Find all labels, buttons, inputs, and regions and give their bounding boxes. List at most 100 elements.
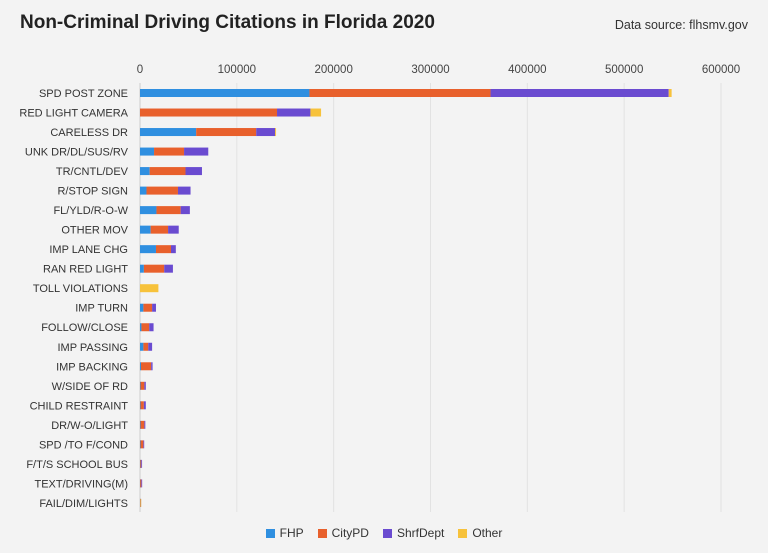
category-label: UNK DR/DL/SUS/RV <box>25 147 129 159</box>
bar-citypd <box>140 420 145 429</box>
category-label: W/SIDE OF RD <box>52 381 128 393</box>
bar-citypd <box>140 362 152 371</box>
category-label: RAN RED LIGHT <box>43 264 128 276</box>
bar-fhp <box>140 264 144 273</box>
bar-fhp <box>140 420 141 429</box>
bar-fhp <box>140 303 144 312</box>
bar-citypd <box>140 381 145 390</box>
x-tick-label: 500000 <box>605 64 643 76</box>
bar-fhp <box>140 128 197 137</box>
bar-shrfdept <box>141 479 143 488</box>
bar-fhp <box>140 186 147 195</box>
legend-label: CityPD <box>331 526 369 540</box>
x-tick-label: 200000 <box>314 64 352 76</box>
bar-fhp <box>140 362 141 371</box>
bar-citypd <box>140 459 142 468</box>
bar-other <box>668 89 672 97</box>
category-label: RED LIGHT CAMERA <box>19 108 128 120</box>
bar-fhp <box>140 89 310 97</box>
category-label: FOLLOW/CLOSE <box>41 322 128 334</box>
category-label: FL/YLD/R-O-W <box>53 205 128 217</box>
bar-citypd <box>156 206 181 215</box>
bar-citypd <box>143 264 165 273</box>
bar-shrfdept <box>151 362 153 371</box>
legend-swatch <box>458 528 468 538</box>
bar-citypd <box>143 342 149 351</box>
bar-shrfdept <box>490 89 669 97</box>
category-label: SPD POST ZONE <box>39 88 128 100</box>
bar-fhp <box>140 342 144 351</box>
chart-title: Non-Criminal Driving Citations in Florid… <box>20 12 435 33</box>
legend-item[interactable]: Other <box>458 526 502 540</box>
legend-item[interactable]: CityPD <box>317 526 369 540</box>
bar-citypd <box>140 479 142 488</box>
bar-shrfdept <box>170 245 176 254</box>
bar-citypd <box>140 401 144 410</box>
bar-shrfdept <box>144 381 146 390</box>
x-tick-label: 400000 <box>508 64 546 76</box>
bar-shrfdept <box>184 147 209 156</box>
category-label: OTHER MOV <box>61 225 128 237</box>
category-label: IMP BACKING <box>56 361 128 373</box>
bar-shrfdept <box>149 323 154 332</box>
data-source: Data source: flhsmv.gov <box>614 18 748 32</box>
bar-citypd <box>143 303 153 312</box>
bar-shrfdept <box>144 420 146 429</box>
legend-label: FHP <box>279 526 304 540</box>
legend-swatch <box>382 528 392 538</box>
legend-label: Other <box>472 526 503 540</box>
category-label: SPD /TO F/COND <box>39 439 128 451</box>
x-tick-label: 0 <box>137 64 143 76</box>
bar-shrfdept <box>148 342 153 351</box>
bar-citypd <box>196 128 257 137</box>
bar-citypd <box>146 186 178 195</box>
bar-other <box>140 498 142 507</box>
bar-fhp <box>140 167 150 176</box>
bar-other <box>275 128 277 137</box>
bar-fhp <box>140 147 155 156</box>
legend: FHP CityPD ShrfDept Other <box>0 526 768 541</box>
legend-swatch <box>265 528 275 538</box>
bar-shrfdept <box>152 303 156 312</box>
bar-citypd <box>150 225 169 234</box>
legend-swatch <box>317 528 327 538</box>
x-tick-label: 100000 <box>218 64 256 76</box>
x-tick-label: 300000 <box>411 64 449 76</box>
category-label: CARELESS DR <box>50 127 128 139</box>
category-label: CHILD RESTRAINT <box>30 400 129 412</box>
bar-citypd <box>140 108 278 117</box>
legend-item[interactable]: ShrfDept <box>382 526 445 540</box>
bar-fhp <box>140 245 156 254</box>
bar-shrfdept <box>277 108 311 117</box>
category-label: TR/CNTL/DEV <box>56 166 129 178</box>
bar-shrfdept <box>168 225 179 234</box>
bar-shrfdept <box>143 401 146 410</box>
bar-fhp <box>140 440 141 449</box>
bar-other <box>310 108 322 117</box>
bar-fhp <box>140 225 151 234</box>
bar-citypd <box>155 245 171 254</box>
bar-fhp <box>140 206 157 215</box>
bar-shrfdept <box>164 264 173 273</box>
bar-shrfdept <box>185 167 202 176</box>
legend-item[interactable]: FHP <box>265 526 304 540</box>
bar-shrfdept <box>256 128 276 137</box>
category-label: TEXT/DRIVING(M) <box>35 478 129 490</box>
bar-fhp <box>140 323 142 332</box>
bar-fhp <box>140 381 141 390</box>
bar-citypd <box>149 167 186 176</box>
category-label: IMP TURN <box>75 303 128 315</box>
category-label: TOLL VIOLATIONS <box>33 283 128 295</box>
bar-citypd <box>154 147 185 156</box>
category-label: DR/W-O/LIGHT <box>51 420 128 432</box>
category-label: FAIL/DIM/LIGHTS <box>39 498 128 510</box>
category-label: R/STOP SIGN <box>57 186 128 198</box>
legend-label: ShrfDept <box>396 526 445 540</box>
bar-citypd <box>140 440 144 449</box>
x-tick-label: 600000 <box>702 64 740 76</box>
bar-other <box>140 284 159 293</box>
category-label: IMP LANE CHG <box>49 244 128 256</box>
bar-shrfdept <box>180 206 190 215</box>
bar-citypd <box>309 89 491 97</box>
bar-citypd <box>141 323 150 332</box>
